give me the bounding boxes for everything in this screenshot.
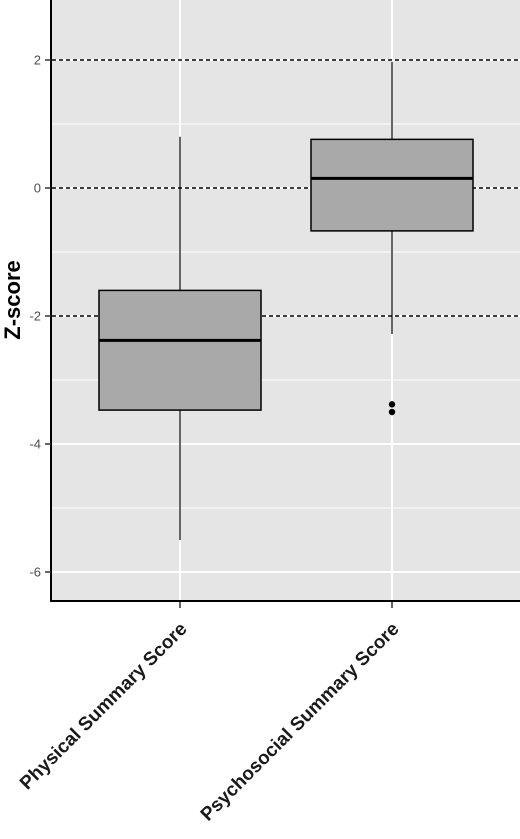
iqr-box — [98, 289, 262, 411]
outlier-point — [388, 401, 396, 408]
boxplot-physical — [98, 136, 262, 540]
y-tick-label: -2 — [29, 309, 41, 324]
boxplots — [98, 61, 474, 540]
boxplot-psychosocial — [310, 61, 474, 416]
x-tick-label: Psychosocial Summary Score — [197, 619, 404, 826]
outlier-point — [388, 408, 396, 416]
y-tick-label: -4 — [29, 437, 41, 452]
iqr-box — [310, 138, 474, 232]
y-axis-ticks: -6 -4 -2 0 2 — [29, 53, 51, 580]
y-tick-label: -6 — [29, 565, 41, 580]
y-tick-label: 0 — [34, 181, 41, 196]
x-axis-ticks: Physical Summary Score Psychosocial Summa… — [16, 602, 404, 826]
x-tick-label: Physical Summary Score — [16, 619, 191, 794]
y-tick-label: 2 — [34, 53, 41, 68]
y-axis-label: Z-score — [0, 260, 25, 339]
